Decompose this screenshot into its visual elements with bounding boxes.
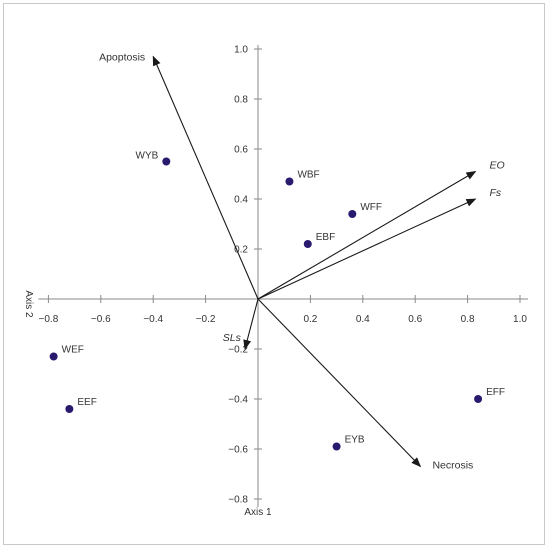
vector-eo-label: EO [489, 160, 504, 172]
vector-fs-label: Fs [489, 187, 501, 199]
point-wff-label: WFF [360, 202, 382, 213]
y-tick-label: 0.8 [234, 95, 248, 106]
x-tick-label: 1.0 [513, 314, 527, 325]
vector-apoptosis-arrow [152, 55, 259, 300]
point-ebf-marker [303, 240, 312, 248]
y-tick-label: −0.2 [228, 345, 248, 356]
point-wyb-marker [162, 157, 171, 166]
axes: −0.8 −0.6 −0.4 −0.2 0.2 0.4 0.6 0.8 1.0 1.0 0.8 0.6… [38, 45, 528, 507]
points: WYB WBF WFF EBF WEF EEF EYB EFF [49, 151, 505, 451]
point-eef-marker [65, 405, 74, 413]
x-tick-label: −0.8 [39, 314, 59, 325]
y-axis-title: Axis 2 [23, 290, 34, 318]
point-wbf-label: WBF [297, 170, 319, 181]
point-wef-label: WEF [62, 345, 84, 356]
vector-sls-label: SLs [223, 332, 242, 344]
vector-necrosis-label: Necrosis [432, 460, 473, 472]
y-tick-label: 0.4 [234, 195, 248, 206]
vector-necrosis-arrow [257, 298, 422, 468]
y-tick-label: 1.0 [234, 45, 248, 56]
vector-apoptosis-label: Apoptosis [99, 52, 145, 64]
x-tick-label: −0.4 [143, 314, 163, 325]
x-tick-label: 0.2 [303, 314, 317, 325]
x-tick-label: 0.6 [408, 314, 422, 325]
figure-frame [3, 3, 545, 545]
vector-fs-arrow [257, 198, 477, 300]
vector-eo-arrow [257, 170, 477, 300]
point-eef-label: EEF [77, 397, 96, 408]
y-tick-label: −0.8 [228, 495, 248, 506]
y-tick-label: −0.6 [228, 445, 248, 456]
y-tick-label: 0.6 [234, 145, 248, 156]
x-tick-label: 0.4 [356, 314, 370, 325]
point-eyb-label: EYB [345, 435, 365, 446]
x-axis-title: Axis 1 [244, 507, 272, 518]
y-tick-label: −0.4 [228, 395, 248, 406]
x-tick-label: −0.6 [91, 314, 111, 325]
y-tick-label: 0.2 [234, 245, 248, 256]
point-wbf-marker [285, 177, 294, 186]
point-wef-marker [49, 352, 58, 361]
point-eyb-marker [332, 442, 341, 451]
point-eff-label: EFF [486, 387, 505, 398]
point-ebf-label: EBF [316, 232, 335, 243]
point-wff-marker [348, 210, 357, 218]
point-wyb-label: WYB [136, 151, 159, 162]
x-tick-label: 0.8 [461, 314, 475, 325]
x-tick-label: −0.2 [196, 314, 216, 325]
point-eff-marker [474, 395, 483, 403]
vector-sls-arrow [243, 298, 259, 350]
vectors: Apoptosis EO Fs SLs Necrosis [99, 52, 505, 472]
